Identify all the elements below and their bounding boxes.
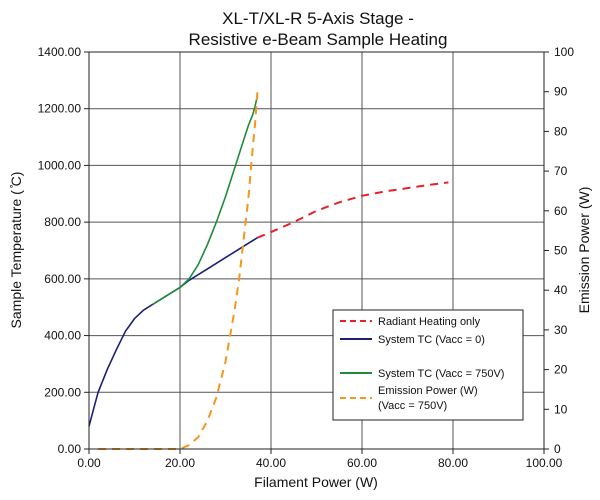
series-radiant-heating	[257, 181, 449, 239]
y-right-tick-label: 40	[554, 283, 568, 297]
tick-labels: 0.00 20.00 40.00 60.00 80.00 100.00 0.00 200.00…	[38, 45, 575, 470]
y-right-tick-label: 70	[554, 164, 568, 178]
y-right-tick-label: 80	[554, 124, 568, 138]
x-tick-label: 40.00	[256, 456, 286, 470]
legend-label-emission: Emission Power (W)	[378, 385, 478, 397]
series-emission-power	[98, 91, 259, 450]
x-tick-label: 0.00	[77, 456, 101, 470]
y-right-tick-label: 0	[554, 442, 561, 456]
y-tick-label: 800.00	[44, 215, 81, 229]
legend: Radiant Heating only System TC (Vacc = 0…	[332, 309, 524, 421]
x-tick-label: 80.00	[438, 456, 468, 470]
y-tick-label: 1400.00	[38, 45, 82, 59]
series-system-tc-vacc-0	[88, 237, 258, 427]
y-tick-label: 600.00	[44, 272, 81, 286]
y-tick-label: 0.00	[58, 442, 82, 456]
y-right-tick-label: 30	[554, 323, 568, 337]
y-right-tick-label: 10	[554, 402, 568, 416]
y-right-tick-label: 90	[554, 85, 568, 99]
y-right-tick-label: 20	[554, 363, 568, 377]
chart-title-line-2: Resistive e-Beam Sample Heating	[189, 30, 448, 49]
y-right-axis-title: Emission Power (W)	[576, 187, 592, 314]
chart-title-line-1: XL-T/XL-R 5-Axis Stage -	[222, 9, 414, 28]
gridlines	[89, 52, 544, 449]
y-tick-label: 1000.00	[38, 158, 82, 172]
x-tick-label: 100.00	[526, 456, 563, 470]
legend-box	[332, 309, 524, 421]
y-tick-label: 200.00	[44, 385, 81, 399]
x-axis-title: Filament Power (W)	[254, 474, 378, 490]
series-system-tc-vacc-750	[152, 95, 259, 306]
y-right-tick-label: 50	[554, 244, 568, 258]
y-right-tick-label: 100	[554, 45, 574, 59]
x-tick-label: 60.00	[347, 456, 377, 470]
y-right-tick-label: 60	[554, 204, 568, 218]
series-lines	[88, 91, 449, 450]
x-tick-label: 20.00	[165, 456, 195, 470]
y-tick-label: 1200.00	[38, 102, 82, 116]
legend-label-tc-vacc-750: System TC (Vacc = 750V)	[378, 368, 504, 380]
legend-label-radiant: Radiant Heating only	[378, 316, 481, 328]
y-tick-label: 400.00	[44, 329, 81, 343]
legend-label-tc-vacc-0: System TC (Vacc = 0)	[378, 334, 485, 346]
y-axis-title: Sample Temperature ( ̊C)	[8, 172, 24, 329]
legend-label-emission-line2: (Vacc = 750V)	[378, 400, 447, 412]
